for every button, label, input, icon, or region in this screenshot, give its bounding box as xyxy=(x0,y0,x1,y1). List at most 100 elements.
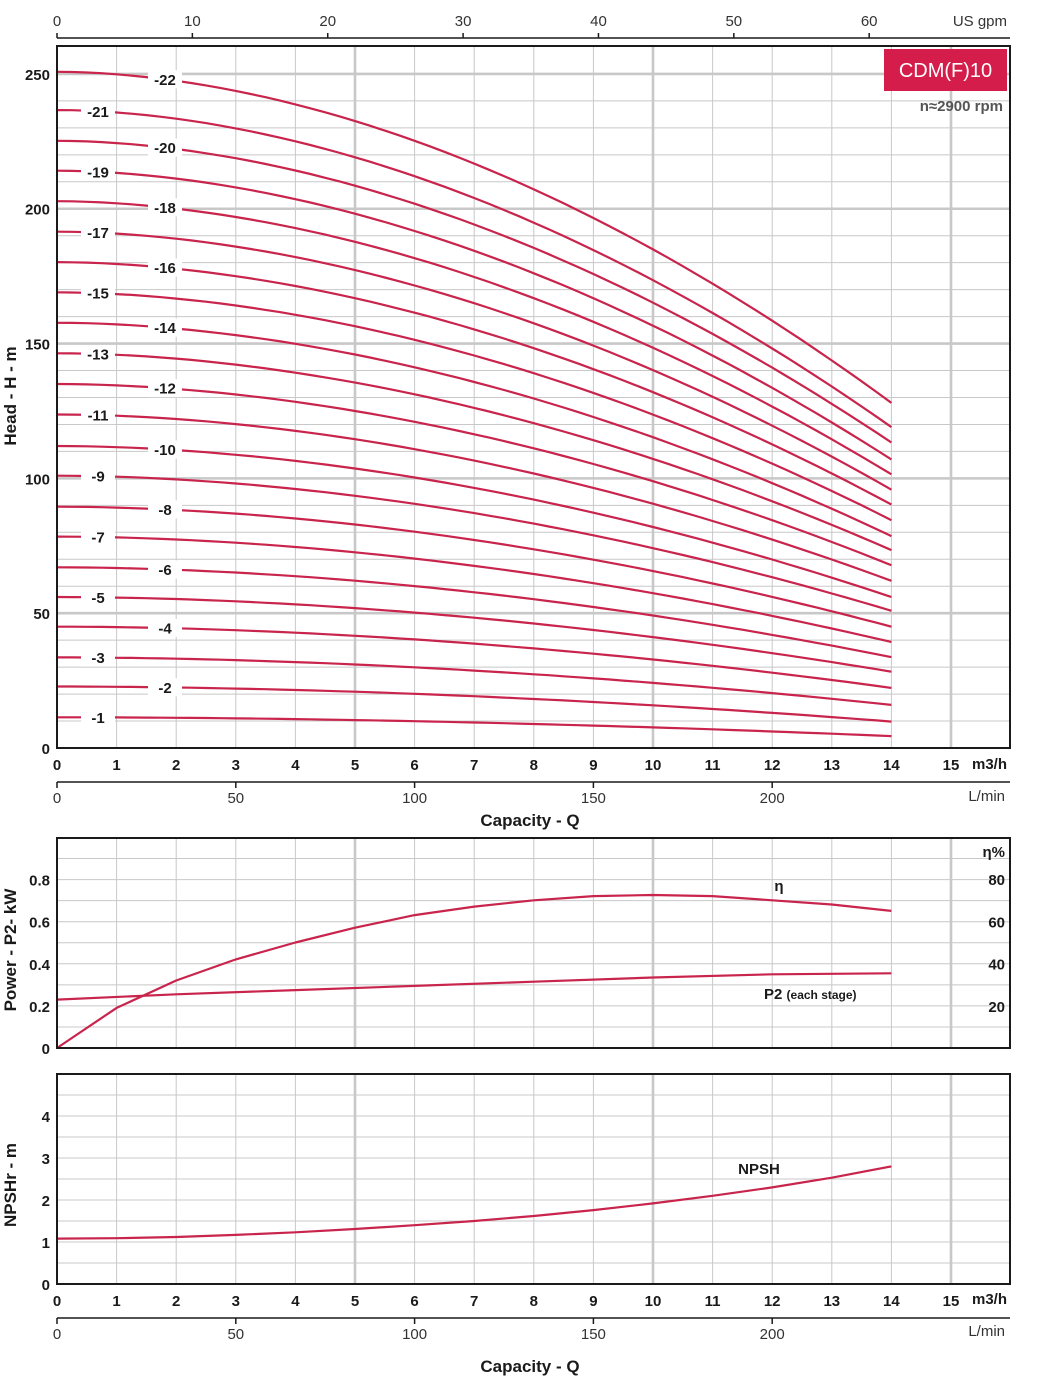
npsh-xlabel: Capacity - Q xyxy=(480,1357,579,1376)
head-x-tick-label: 13 xyxy=(823,757,840,774)
stage-label: -6 xyxy=(158,562,171,579)
power-y-tick-label: 0 xyxy=(42,1041,50,1058)
head-x-tick-label: 15 xyxy=(943,757,960,774)
frame-layer xyxy=(56,37,1011,1319)
gpm-tick-label: 50 xyxy=(725,13,742,30)
npsh-x-tick-label: 15 xyxy=(943,1293,960,1310)
head-x-tick-label: 8 xyxy=(530,757,538,774)
gpm-tick-label: 30 xyxy=(455,13,472,30)
gpm-tick-label: 40 xyxy=(590,13,607,30)
head-curve xyxy=(56,261,892,506)
head-curve xyxy=(56,413,892,582)
lmin-tick-label: 50 xyxy=(227,1326,244,1343)
head-curve xyxy=(56,70,893,404)
npsh-x-tick-label: 2 xyxy=(172,1293,180,1310)
head-ylabel: Head - H - m xyxy=(1,346,20,445)
head-x-tick-label: 7 xyxy=(470,757,478,774)
head-x-tick-label: 9 xyxy=(589,757,597,774)
stage-label-bg xyxy=(81,162,115,181)
stage-label-bg xyxy=(81,648,115,667)
head-curve xyxy=(56,505,892,628)
head-y-tick-label: 200 xyxy=(25,202,50,219)
head-y-tick-label: 50 xyxy=(33,606,50,623)
lmin-tick-label: 100 xyxy=(402,790,427,807)
npsh-curve xyxy=(56,1165,892,1240)
head-x-tick-label: 3 xyxy=(232,757,240,774)
npsh-ylabel: NPSHr - m xyxy=(1,1143,20,1227)
lmin-tick-label: 0 xyxy=(53,790,61,807)
stage-label: -16 xyxy=(154,260,176,277)
model-badge-text: CDM(F)10 xyxy=(899,60,992,82)
npsh-x-tick-label: 6 xyxy=(410,1293,418,1310)
stage-label: -11 xyxy=(88,408,109,425)
npsh-x-tick-label: 12 xyxy=(764,1293,781,1310)
npsh-y-tick-label: 3 xyxy=(42,1151,50,1168)
stage-label: -2 xyxy=(158,680,171,697)
stage-label: -17 xyxy=(87,225,109,242)
power-ylabel: Power - P2- kW xyxy=(1,888,20,1012)
stage-label-bg xyxy=(81,467,115,486)
lmin-tick-label: 50 xyxy=(227,790,244,807)
npsh-x-tick-label: 11 xyxy=(705,1293,721,1310)
npsh-x-tick-label: 3 xyxy=(232,1293,240,1310)
npsh-x-tick-label: 7 xyxy=(470,1293,478,1310)
stage-label: -21 xyxy=(87,104,109,121)
stage-label-bg xyxy=(81,588,115,607)
stage-label: -20 xyxy=(154,140,176,157)
head-x-tick-label: 4 xyxy=(291,757,300,774)
head-y-tick-label: 100 xyxy=(25,471,50,488)
npsh-curve-label: NPSH xyxy=(738,1161,780,1178)
stage-label-bg xyxy=(148,619,182,638)
stage-label: -3 xyxy=(91,650,104,667)
stage-label-bg xyxy=(148,500,182,519)
head-curve xyxy=(56,109,893,429)
stage-label: -14 xyxy=(154,320,176,337)
gpm-tick-label: 0 xyxy=(53,13,61,30)
stage-label: -22 xyxy=(154,72,176,89)
eta-curve-label: η xyxy=(774,878,783,895)
head-x-tick-label: 6 xyxy=(410,757,418,774)
head-x-unit: m3/h xyxy=(972,756,1007,773)
stage-label-bg xyxy=(81,406,115,425)
npsh-x-tick-label: 13 xyxy=(823,1293,840,1310)
head-y-tick-label: 250 xyxy=(25,67,50,84)
model-badge xyxy=(884,49,1007,91)
lmin-tick-label: 200 xyxy=(760,1326,785,1343)
lmin-tick-label: 150 xyxy=(581,1326,606,1343)
power-y-tick-label: 0.8 xyxy=(29,873,50,890)
head-curve xyxy=(56,352,892,552)
stage-label-bg xyxy=(148,318,182,337)
npsh-x-tick-label: 4 xyxy=(291,1293,300,1310)
head-x-tick-label: 12 xyxy=(764,757,781,774)
gpm-tick-label: 60 xyxy=(861,13,878,30)
head-x-tick-label: 0 xyxy=(53,757,61,774)
stage-label-bg xyxy=(148,138,182,157)
stage-label-bg xyxy=(81,284,115,303)
stage-label: -15 xyxy=(87,286,109,303)
head-curve xyxy=(56,595,892,673)
p2-curve-suffix: (each stage) xyxy=(787,988,857,1002)
grid-layer xyxy=(57,46,1010,1284)
lmin-tick-label: 0 xyxy=(53,1326,61,1343)
power-curve xyxy=(56,972,892,1001)
stage-label: -13 xyxy=(87,347,109,364)
head-x-tick-label: 10 xyxy=(645,757,662,774)
stage-label-bg xyxy=(81,223,115,242)
stage-label: -10 xyxy=(154,442,176,459)
power-y-tick-label: 0.2 xyxy=(29,999,50,1016)
speed-label: n≈2900 rpm xyxy=(920,98,1003,115)
head-curve xyxy=(56,474,892,612)
head-lmin-unit: L/min xyxy=(968,788,1005,805)
stage-label-bg xyxy=(81,345,115,364)
npsh-lmin-unit: L/min xyxy=(968,1323,1005,1340)
head-curve xyxy=(56,230,892,491)
stage-label: -7 xyxy=(91,530,104,547)
stage-label: -19 xyxy=(87,164,109,181)
stage-label-bg xyxy=(148,198,182,217)
npsh-x-tick-label: 8 xyxy=(530,1293,538,1310)
p2-curve-name: P2 xyxy=(764,986,782,1003)
stage-label: -1 xyxy=(91,710,104,727)
head-curve xyxy=(56,169,892,461)
